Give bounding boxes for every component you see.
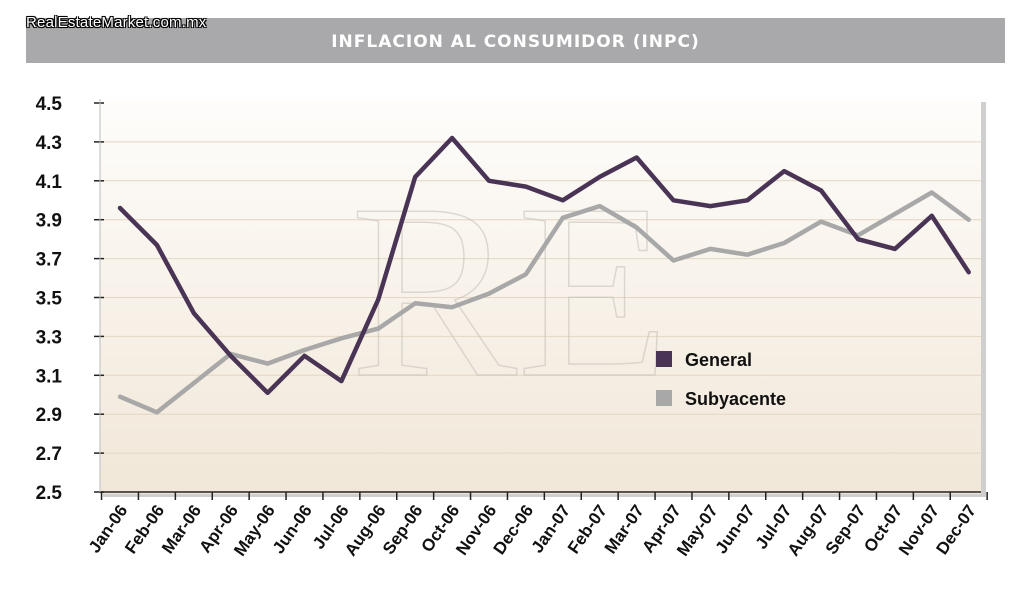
legend-label-general: General: [685, 350, 752, 370]
title-bar: INFLACION AL CONSUMIDOR (INPC): [26, 18, 1005, 63]
x-tick-label: Mar-07: [601, 501, 648, 557]
y-tick-label: 3.3: [36, 327, 62, 348]
grid-lines: [100, 141, 981, 454]
series-layer: [117, 135, 971, 415]
series-line-subyacente: [117, 190, 971, 415]
y-tick-label: 4.3: [36, 133, 62, 154]
y-tick-label: 2.5: [36, 483, 63, 504]
legend-label-subyacente: Subyacente: [685, 389, 786, 409]
x-tick-label: Jun-07: [712, 501, 759, 557]
y-tick-label: 3.9: [36, 211, 62, 232]
x-tick-label: Jun-06: [269, 501, 316, 557]
re-logo-watermark: RE: [350, 153, 669, 430]
y-tick-label: 3.7: [36, 250, 62, 271]
y-tick-label: 4.5: [36, 94, 63, 115]
legend-swatch-general: [656, 351, 672, 367]
plot-area: [100, 99, 981, 494]
y-tick-label: 3.5: [36, 289, 63, 310]
legend-swatch-subyacente: [656, 390, 672, 406]
y-tick-label: 4.1: [36, 172, 63, 193]
x-tick-label: Mar-06: [158, 501, 205, 557]
site-watermark: RealEstateMarket.com.mx: [26, 14, 207, 31]
y-tick-label: 2.9: [36, 405, 62, 426]
y-tick-label: 3.1: [36, 366, 63, 387]
y-tick-label: 2.7: [36, 444, 62, 465]
series-line-general: [117, 135, 971, 396]
chart-title: INFLACION AL CONSUMIDOR (INPC): [331, 32, 700, 52]
legend: General Subyacente: [656, 350, 786, 409]
